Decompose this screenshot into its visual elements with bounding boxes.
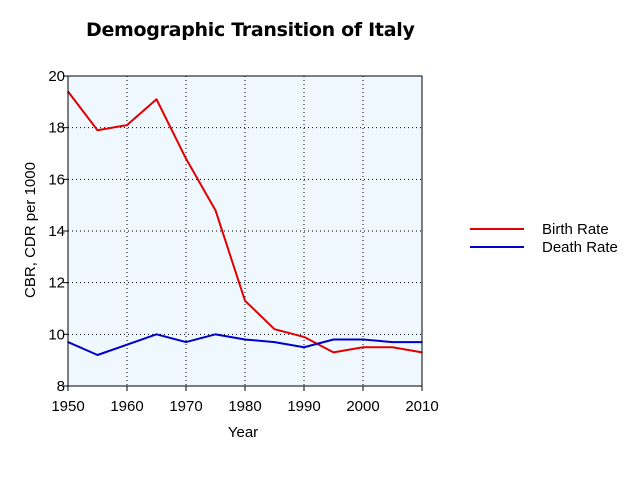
x-tick-label: 1950 — [51, 398, 84, 415]
point-death-rate — [273, 341, 276, 343]
chart-title: Demographic Transition of Italy — [86, 19, 415, 41]
point-birth-rate — [332, 351, 335, 354]
series-lines — [67, 90, 423, 356]
y-tick-labels: 8 10 12 14 16 18 20 — [48, 68, 65, 395]
y-tick-label: 20 — [48, 68, 65, 85]
point-death-rate — [244, 338, 246, 341]
point-death-rate — [362, 338, 364, 341]
point-death-rate — [303, 346, 305, 349]
x-tick-label: 1970 — [169, 398, 202, 415]
point-death-rate — [126, 343, 128, 346]
x-tick-label: 2010 — [405, 398, 438, 415]
point-death-rate — [155, 333, 158, 336]
point-death-rate — [214, 333, 217, 336]
point-death-rate — [96, 354, 99, 356]
y-tick-label: 16 — [48, 171, 65, 188]
y-axis-label: CBR, CDR per 1000 — [22, 162, 39, 298]
legend: Birth Rate Death Rate — [470, 221, 618, 256]
point-birth-rate — [244, 299, 246, 302]
point-birth-rate — [126, 124, 128, 126]
x-tick-label: 1960 — [110, 398, 143, 415]
x-tick-label: 2000 — [346, 398, 379, 415]
y-tick-label: 8 — [57, 378, 65, 395]
point-death-rate — [332, 338, 335, 341]
point-death-rate — [391, 341, 394, 343]
x-axis-label: Year — [228, 424, 258, 441]
axis-ticks — [63, 75, 423, 391]
grid — [68, 76, 422, 386]
point-birth-rate — [362, 346, 364, 349]
x-tick-label: 1990 — [287, 398, 320, 415]
point-birth-rate — [214, 209, 217, 212]
y-tick-label: 18 — [48, 120, 65, 137]
point-birth-rate — [303, 336, 305, 338]
x-tick-label: 1980 — [228, 398, 261, 415]
point-death-rate — [185, 341, 187, 343]
y-tick-label: 14 — [48, 223, 65, 240]
point-birth-rate — [96, 129, 99, 132]
legend-label-birth-rate: Birth Rate — [542, 221, 609, 238]
point-birth-rate — [273, 328, 276, 330]
x-tick-labels: 1950 1960 1970 1980 1990 2000 2010 — [51, 398, 438, 415]
y-tick-label: 10 — [48, 326, 65, 343]
legend-label-death-rate: Death Rate — [542, 239, 618, 256]
y-tick-label: 12 — [48, 275, 65, 292]
point-birth-rate — [185, 157, 187, 160]
point-birth-rate — [391, 346, 394, 349]
point-birth-rate — [155, 98, 158, 101]
